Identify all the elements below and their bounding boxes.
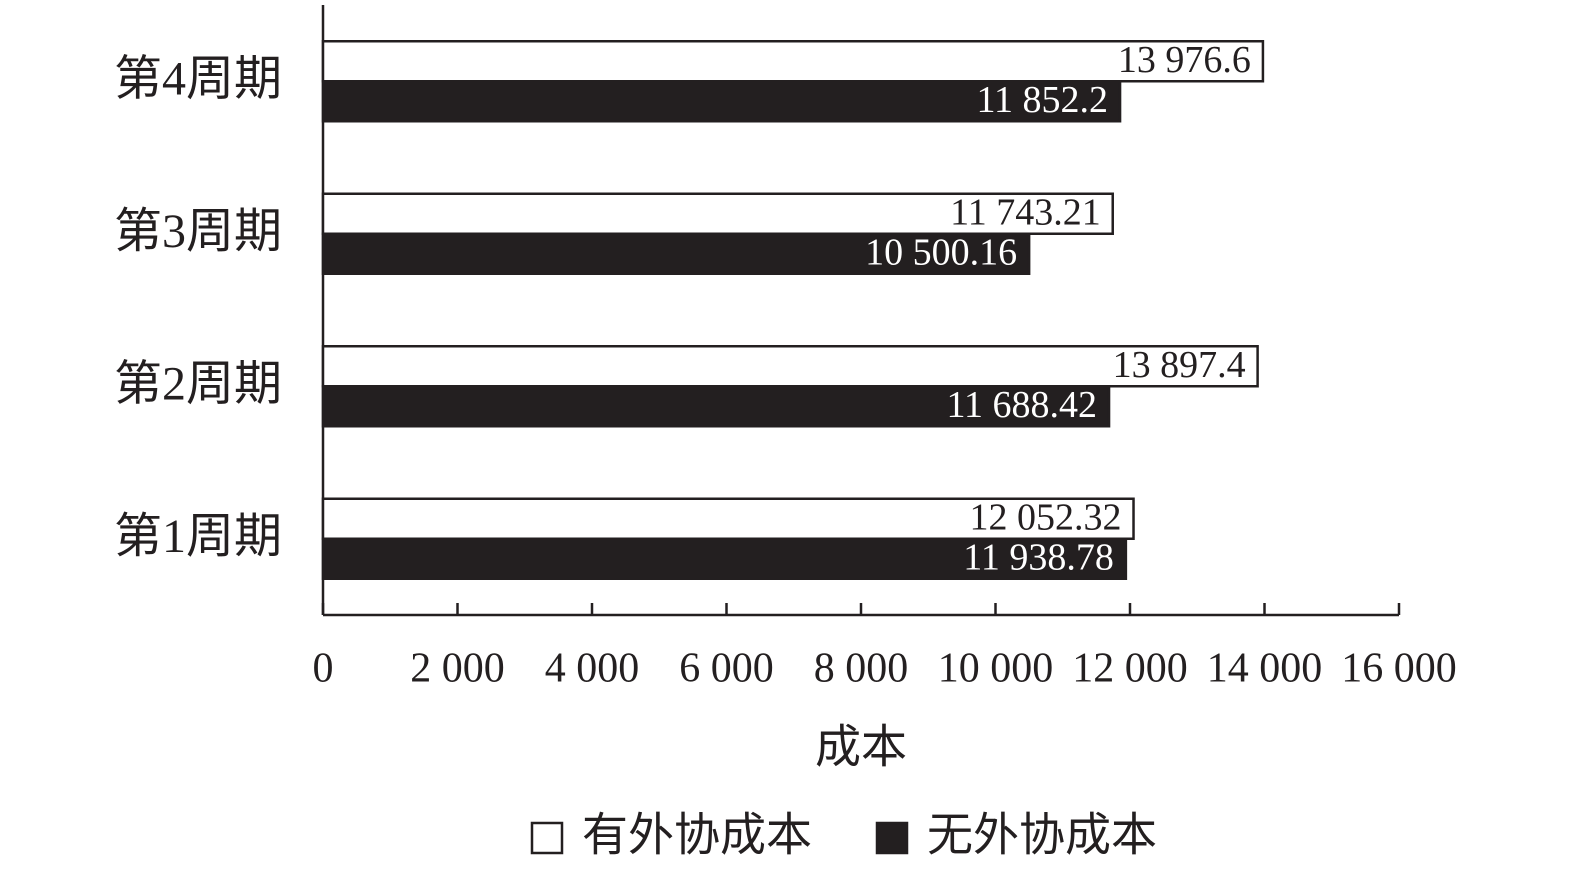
value-label: 11 852.2 [976,79,1108,121]
value-label: 12 052.32 [970,496,1122,538]
y-tick-label: 第4周期 [114,52,282,105]
x-tick-label: 6 000 [679,646,774,692]
x-tick-label: 2 000 [410,646,505,692]
legend-swatch [530,821,564,855]
y-tick-label: 第2周期 [114,357,282,410]
value-label: 11 938.78 [963,536,1114,578]
bar [321,345,1259,388]
x-tick-label: 10 000 [938,646,1054,692]
value-label: 11 743.21 [950,191,1101,233]
value-label: 11 688.42 [946,384,1097,426]
x-tick-label: 12 000 [1072,646,1188,692]
bar [321,385,1111,428]
x-axis-label: 成本 [815,722,907,773]
bar [321,537,1128,580]
y-tick-label: 第3周期 [114,205,282,258]
legend-swatch [875,821,909,855]
legend-label: 无外协成本 [927,810,1157,861]
x-tick-label: 0 [313,646,334,692]
bar [321,80,1122,123]
x-tick-label: 4 000 [545,646,640,692]
bar [321,232,1031,275]
value-label: 10 500.16 [865,231,1017,273]
x-tick-label: 8 000 [814,646,909,692]
value-label: 13 976.6 [1118,39,1251,81]
value-label: 13 897.4 [1113,344,1246,386]
bar [321,40,1265,83]
bar [321,497,1135,540]
bar [321,192,1114,235]
x-tick-label: 16 000 [1341,646,1457,692]
legend-label: 有外协成本 [582,810,812,861]
x-tick-label: 14 000 [1207,646,1323,692]
y-tick-label: 第1周期 [114,510,282,563]
